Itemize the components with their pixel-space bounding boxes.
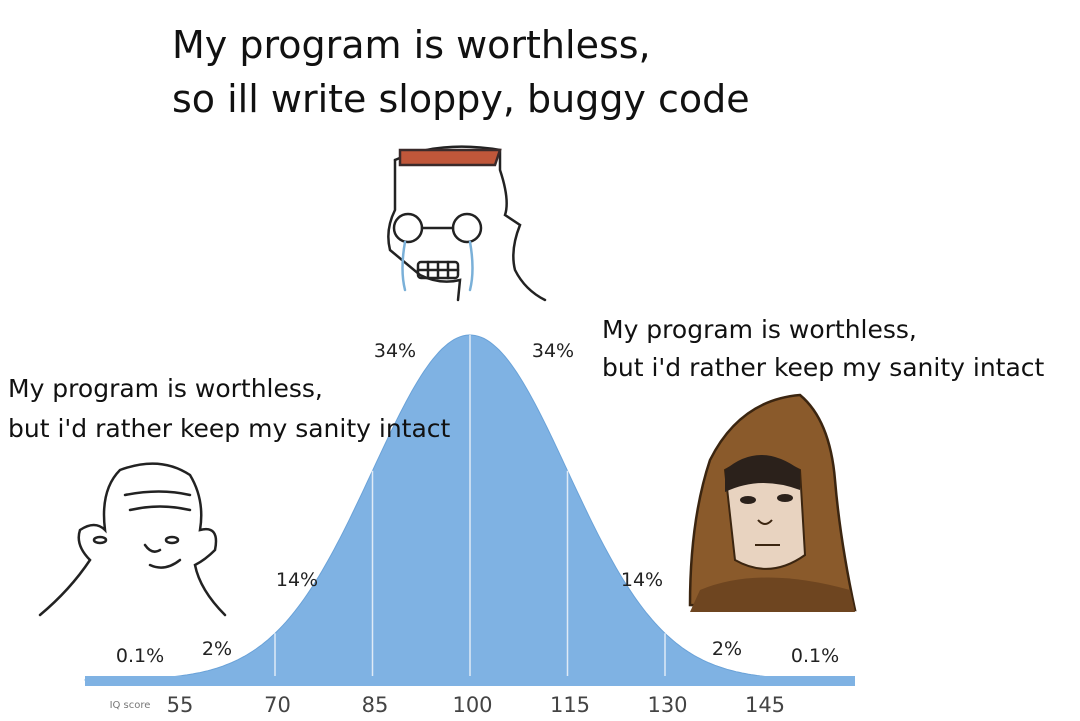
top-caption-line: My program is worthless, (172, 23, 651, 67)
percent-label: 0.1% (791, 645, 839, 667)
right-character (688, 393, 857, 612)
top-caption-line: so ill write sloppy, buggy code (172, 77, 750, 121)
axis-bar (85, 676, 855, 686)
percent-label: 14% (276, 569, 318, 591)
axis-tick-label: 85 (362, 693, 389, 717)
axis-tick-label: 100 (452, 693, 492, 717)
axis-tick-label: 145 (745, 693, 785, 717)
percent-label: 14% (621, 569, 663, 591)
axis-tick-label: 70 (264, 693, 291, 717)
left-character (38, 462, 227, 617)
axis-tick-label: 115 (550, 693, 590, 717)
axis-label: IQ score (110, 700, 151, 711)
axis-tick-label: 130 (647, 693, 687, 717)
percent-label: 2% (712, 638, 742, 660)
axis-tick-label: 55 (167, 693, 194, 717)
percent-label: 34% (374, 340, 416, 362)
left-caption-line: but i'd rather keep my sanity intact (8, 414, 451, 443)
left-caption-line: My program is worthless, (8, 374, 323, 403)
right-caption-line: but i'd rather keep my sanity intact (602, 353, 1045, 382)
percent-label: 34% (532, 340, 574, 362)
middle-character (387, 145, 547, 302)
right-caption-line: My program is worthless, (602, 315, 917, 344)
percent-label: 2% (202, 638, 232, 660)
bell-curve: 0.1% 2% 14% 34% 34% 14% 2% 0.1% 55 70 85 100 115 130 1… (84, 334, 856, 717)
percent-label: 0.1% (116, 645, 164, 667)
